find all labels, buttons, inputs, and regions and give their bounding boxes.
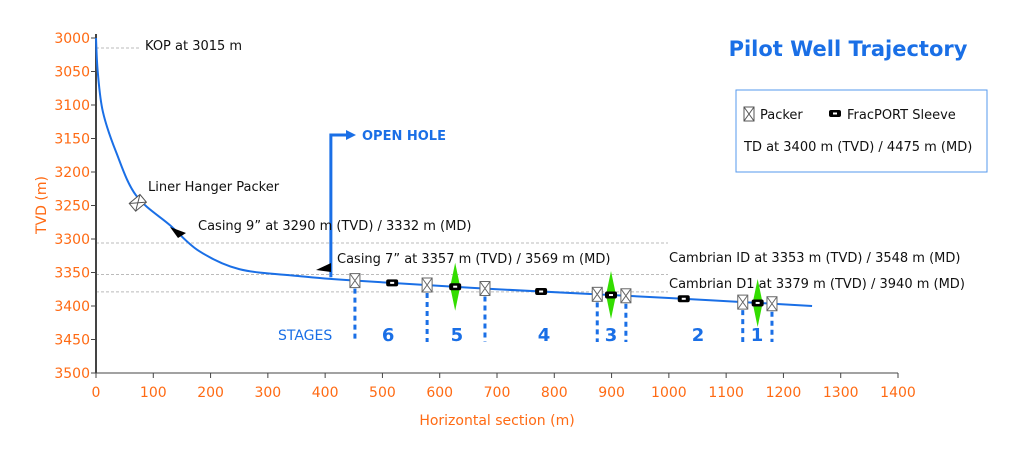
x-tick-label: 600 [426,385,453,401]
packer-cross [766,296,778,312]
y-tick-label: 3050 [54,65,90,81]
packer-cross [129,194,147,212]
x-tick-label: 500 [369,385,396,401]
sleeve-port [539,290,544,293]
y-tick-label: 3300 [54,232,90,248]
sleeve-port [681,297,686,300]
stage-number: 3 [605,325,618,346]
x-tick-label: 1000 [651,385,687,401]
casing-shoe-icon [316,263,331,272]
y-tick-label: 3000 [54,31,90,47]
x-tick-label: 1100 [708,385,744,401]
liner-hanger-label: Liner Hanger Packer [148,180,280,195]
x-tick-label: 700 [484,385,511,401]
stage-number: 1 [751,325,764,346]
stage-number: 2 [692,325,705,346]
legend: Packer FracPORT Sleeve TD at 3400 m (TVD… [735,89,988,173]
x-tick-label: 100 [140,385,167,401]
kop-label: KOP at 3015 m [145,39,242,54]
cambrian-d1-label: Cambrian D1 at 3379 m (TVD) / 3940 m (MD… [669,277,965,292]
packer-cross [737,294,749,310]
legend-sleeve: FracPORT Sleeve [847,108,956,123]
y-tick-label: 3350 [54,266,90,282]
sleeve-port [453,285,458,288]
legend-td: TD at 3400 m (TVD) / 4475 m (MD) [743,140,972,155]
sleeve-port [390,281,395,284]
packer-cross [349,273,361,288]
packer-cross [421,277,433,293]
x-axis-label: Horizontal section (m) [419,413,574,429]
y-tick-label: 3400 [54,299,90,315]
casing-7-label: Casing 7” at 3357 m (TVD) / 3569 m (MD) [337,252,610,267]
open-hole-line [329,133,348,278]
sleeve-legend-icon [829,110,841,117]
stage-number: 5 [451,325,464,346]
x-tick-label: 1200 [766,385,802,401]
open-hole-label: OPEN HOLE [362,129,446,144]
x-tick-label: 900 [598,385,625,401]
x-tick-label: 1400 [880,385,916,401]
x-tick-label: 200 [197,385,224,401]
casing-shoe-icon [170,227,186,238]
sleeve-port [755,301,760,304]
x-tick-label: 800 [541,385,568,401]
y-tick-label: 3200 [54,165,90,181]
y-tick-label: 3250 [54,199,90,215]
legend-packer: Packer [760,108,803,123]
y-tick-label: 3500 [54,366,90,382]
arrow-right-icon [346,130,356,140]
stage-number: 6 [382,325,395,346]
stages-label: STAGES [278,328,332,344]
stage-number: 4 [538,325,551,346]
sleeve-port [608,294,613,297]
casing-9-label: Casing 9” at 3290 m (TVD) / 3332 m (MD) [198,219,471,234]
packer-cross [620,288,632,304]
packer-cross [591,287,603,302]
liner-hanger-packer-icon [128,193,148,212]
y-tick-label: 3150 [54,132,90,148]
packer-cross [479,281,491,296]
y-tick-label: 3100 [54,98,90,114]
x-tick-label: 400 [312,385,339,401]
x-tick-label: 300 [254,385,281,401]
chart-title: Pilot Well Trajectory [729,37,968,61]
x-tick-label: 0 [92,385,101,401]
y-tick-label: 3450 [54,333,90,349]
packer-legend-icon [743,106,755,122]
x-tick-label: 1300 [823,385,859,401]
trajectory-line [95,37,813,307]
y-axis-label: TVD (m) [34,176,50,235]
cambrian-id-label: Cambrian ID at 3353 m (TVD) / 3548 m (MD… [669,251,960,266]
